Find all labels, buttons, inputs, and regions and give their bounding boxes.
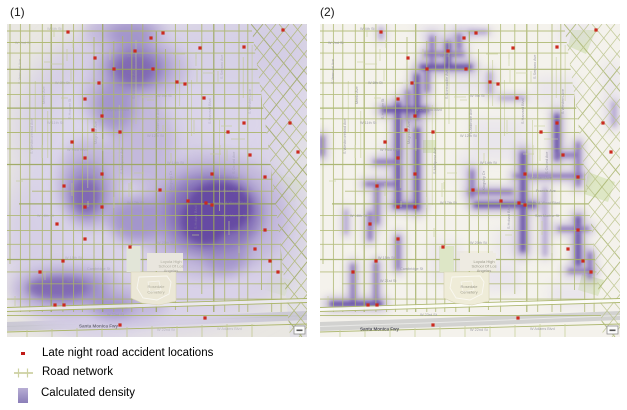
svg-text:W 11th St: W 11th St [47,121,64,125]
svg-text:W Olympic Blvd: W Olympic Blvd [102,108,129,112]
svg-text:W 2nd St: W 2nd St [15,41,32,45]
svg-text:W Adams Blvd: W Adams Blvd [217,327,242,331]
svg-text:San Marino St: San Marino St [222,214,247,218]
svg-text:S Hobart Blvd: S Hobart Blvd [194,206,198,229]
svg-text:W 15th St: W 15th St [378,256,396,260]
svg-text:W 9th St: W 9th St [157,94,173,98]
svg-text:S Oxford Ave: S Oxford Ave [545,152,549,174]
svg-text:Magnolia Ave: Magnolia Ave [94,121,98,144]
svg-text:W 23rd St: W 23rd St [107,313,125,317]
svg-text:Francis Ave: Francis Ave [223,189,243,193]
svg-text:W Pico Blvd: W Pico Blvd [67,148,87,152]
svg-text:W 6th St: W 6th St [127,54,143,58]
svg-text:S Harvard Blvd: S Harvard Blvd [208,98,212,124]
svg-text:W 18th St: W 18th St [350,214,368,218]
svg-text:W Pico Blvd: W Pico Blvd [380,148,400,152]
svg-text:W 14th St: W 14th St [480,161,498,165]
svg-text:S Mariposa Ave: S Mariposa Ave [120,147,124,174]
svg-text:Rosedale: Rosedale [461,284,479,289]
svg-text:S Serrano Ave: S Serrano Ave [220,55,224,79]
svg-text:S Ardmore Ave: S Ardmore Ave [156,109,160,134]
svg-text:S Harvard Blvd: S Harvard Blvd [521,98,525,124]
svg-text:Loyola High: Loyola High [473,259,494,264]
svg-text:W 14th St: W 14th St [167,161,185,165]
svg-text:W 17th St: W 17th St [127,201,145,205]
svg-text:W 12th St: W 12th St [147,134,165,138]
svg-text:School Of Los: School Of Los [158,264,183,269]
svg-text:S Vermont Ave: S Vermont Ave [331,59,335,84]
svg-text:San Marino St: San Marino St [535,214,560,218]
svg-text:S Vermont Ave: S Vermont Ave [18,59,22,84]
svg-text:W 12th St: W 12th St [460,134,478,138]
svg-text:Magnolia Ave: Magnolia Ave [407,121,411,144]
svg-text:Leeward Ave: Leeward Ave [217,176,239,180]
svg-text:S Hoover St: S Hoover St [68,98,72,119]
svg-text:W 15th St: W 15th St [65,256,83,260]
svg-text:Leeward Ave: Leeward Ave [530,176,552,180]
svg-text:Rosedale: Rosedale [148,284,166,289]
svg-text:S Kingsley Dr: S Kingsley Dr [482,170,486,194]
svg-text:S Western Ave: S Western Ave [248,89,252,114]
svg-text:Menlo Ave: Menlo Ave [355,86,359,104]
svg-text:W 4th St: W 4th St [47,27,63,31]
svg-text:Loyola High: Loyola High [160,259,181,264]
svg-text:S Hobart Blvd: S Hobart Blvd [507,206,511,229]
svg-text:W 9th St: W 9th St [470,94,486,98]
svg-text:S Westmoreland Ave: S Westmoreland Ave [30,119,34,154]
svg-text:S Kingsley Dr: S Kingsley Dr [169,170,173,194]
svg-text:W 8th St: W 8th St [368,81,384,85]
svg-text:W 2nd St: W 2nd St [328,41,345,45]
svg-text:W 23rd St: W 23rd St [420,313,438,317]
svg-text:School Of Los: School Of Los [471,264,496,269]
svg-text:Cambridge St: Cambridge St [87,267,111,271]
svg-text:W 21st St: W 21st St [67,279,84,283]
svg-text:Cemetery: Cemetery [147,290,164,295]
svg-text:S Hoover St: S Hoover St [381,98,385,119]
svg-text:W 8th St: W 8th St [55,81,71,85]
svg-text:S Normandie Ave: S Normandie Ave [445,70,449,99]
svg-text:S Serrano Ave: S Serrano Ave [533,55,537,79]
svg-text:Angeles: Angeles [477,268,491,273]
svg-text:W 22nd St: W 22nd St [470,328,489,332]
svg-text:W 6th St: W 6th St [440,54,456,58]
svg-text:S Westmoreland Ave: S Westmoreland Ave [343,119,347,154]
svg-text:W 20th St: W 20th St [157,241,175,245]
svg-text:W 22nd St: W 22nd St [157,328,176,332]
svg-text:W 4th St: W 4th St [360,27,376,31]
svg-text:Santa Monica Fwy: Santa Monica Fwy [360,327,400,332]
svg-text:W 21st St: W 21st St [380,279,397,283]
svg-text:Angeles: Angeles [164,268,178,273]
svg-text:S Ardmore Ave: S Ardmore Ave [469,109,473,134]
svg-text:S Western Ave: S Western Ave [561,89,565,114]
svg-text:Cambridge St: Cambridge St [400,267,424,271]
svg-text:W 11th St: W 11th St [360,121,377,125]
svg-text:W Olympic Blvd: W Olympic Blvd [415,108,442,112]
svg-text:W 18th St: W 18th St [37,214,55,218]
svg-text:S Mariposa Ave: S Mariposa Ave [433,147,437,174]
svg-text:W 17th St: W 17th St [440,201,458,205]
svg-text:S Normandie Ave: S Normandie Ave [132,70,136,99]
svg-text:Santa Monica Fwy: Santa Monica Fwy [79,324,119,329]
svg-text:S Oxford Ave: S Oxford Ave [232,152,236,174]
svg-text:Cemetery: Cemetery [460,290,477,295]
svg-text:Francis Ave: Francis Ave [536,189,556,193]
svg-text:James M Wood Blvd: James M Wood Blvd [525,201,560,205]
svg-text:W Adams Blvd: W Adams Blvd [530,327,555,331]
svg-text:W 20th St: W 20th St [470,241,488,245]
svg-text:Menlo Ave: Menlo Ave [42,86,46,104]
svg-text:James M Wood Blvd: James M Wood Blvd [212,201,247,205]
